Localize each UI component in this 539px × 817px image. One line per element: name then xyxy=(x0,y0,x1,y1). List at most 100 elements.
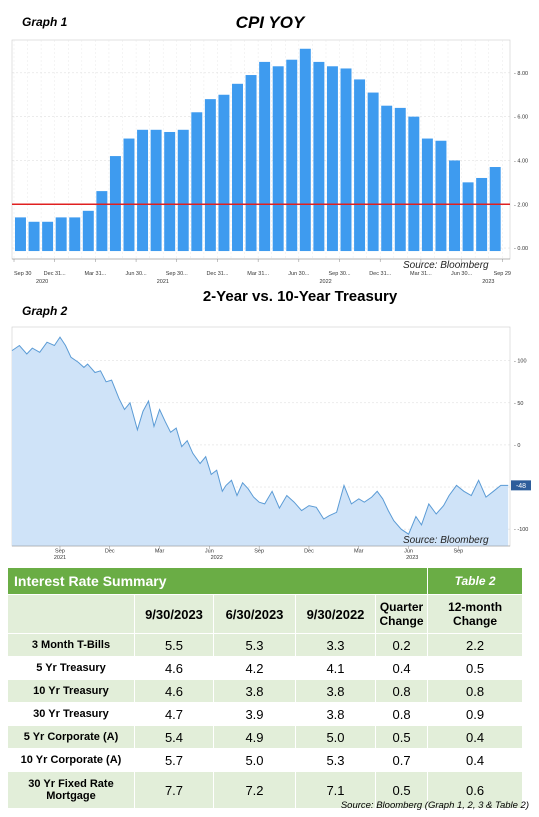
table-cell: 0.2 xyxy=(374,633,429,657)
cpi-x-tick-label: Mar 31... xyxy=(247,271,269,277)
row-label: 3 Month T-Bills xyxy=(7,633,135,657)
graph2-title: 2-Year vs. 10-Year Treasury xyxy=(202,288,398,305)
cpi-x-tick-label: Dec 31... xyxy=(206,271,228,277)
cpi-bar xyxy=(489,167,501,252)
cpi-axes: - 0.00 - 2.00 - 4.00 - 6.00 - 8.00 Sep 30 Dec … xyxy=(12,71,528,285)
cpi-bar xyxy=(299,48,311,252)
table-row: 30 Yr Fixed Rate Mortgage 7.7 7.2 7.1 0.5 0.6 xyxy=(7,771,524,809)
table-cell: 0.9 xyxy=(427,702,524,726)
cpi-y-tick-label: - 6.00 xyxy=(514,115,528,121)
table-cell: 0.4 xyxy=(374,656,429,680)
cpi-bar xyxy=(82,210,94,252)
cpi-year-label: 2023 xyxy=(482,279,494,285)
table-cell: 7.1 xyxy=(295,771,376,809)
table-cell: 5.0 xyxy=(295,725,376,749)
table-cell: 0.8 xyxy=(427,679,524,703)
table-cell: 3.9 xyxy=(213,702,296,726)
table-cell: 0.8 xyxy=(374,679,429,703)
cpi-x-tick-label: Sep 30 xyxy=(14,271,31,277)
cpi-bar xyxy=(354,79,366,252)
cpi-x-tick-label: Sep 29 xyxy=(494,271,511,277)
graph2-source: Source: Bloomberg xyxy=(403,535,489,546)
interest-rate-table: Interest Rate Summary Table 2 9/30/2023 … xyxy=(6,567,524,809)
cpi-bar xyxy=(137,129,149,252)
cpi-x-tick-label: Jun 30... xyxy=(288,271,310,277)
cpi-y-tick-label: - 0.00 xyxy=(514,246,528,252)
cpi-bar xyxy=(421,138,433,252)
spread-x-tick-label: Sep xyxy=(254,549,264,555)
spread-y-tick-label: - -100 xyxy=(514,527,528,533)
cpi-x-tick-label: Jun 30... xyxy=(451,271,473,277)
cpi-year-label: 2021 xyxy=(157,279,169,285)
table-cell: 7.2 xyxy=(213,771,296,809)
table-cell: 5.4 xyxy=(134,725,214,749)
cpi-bar xyxy=(435,140,447,252)
cpi-bar xyxy=(272,66,284,252)
cpi-bar xyxy=(150,129,162,252)
cpi-bar xyxy=(55,217,67,252)
table-cell: 4.1 xyxy=(295,656,376,680)
cpi-bar xyxy=(259,61,271,252)
treasury-spread-chart: - 100- 50- 0- -50- -100SepDecMarJunSepDe… xyxy=(11,326,531,561)
row-label: 5 Yr Treasury xyxy=(7,656,135,680)
column-header-blank xyxy=(7,594,135,634)
cpi-x-tick-label: Sep 30... xyxy=(329,271,351,277)
cpi-bar xyxy=(449,160,460,252)
cpi-x-tick-label: Dec 31... xyxy=(44,271,66,277)
spread-year-label: 2022 xyxy=(211,555,223,561)
cpi-x-tick-label: Sep 30... xyxy=(166,271,188,277)
cpi-x-tick-label: Jun 30... xyxy=(126,271,148,277)
cpi-bar xyxy=(123,138,135,252)
cpi-bar xyxy=(191,112,203,252)
cpi-year-label: 2022 xyxy=(319,279,331,285)
table-row: 5 Yr Treasury 4.6 4.2 4.1 0.4 0.5 xyxy=(7,656,524,680)
table-cell: 0.5 xyxy=(427,656,524,680)
cpi-bar xyxy=(462,182,474,252)
table-cell: 0.5 xyxy=(374,771,429,809)
spread-x-tick-label: Dec xyxy=(304,549,314,555)
table-row: 10 Yr Treasury 4.6 3.8 3.8 0.8 0.8 xyxy=(7,679,524,703)
table-row: 3 Month T-Bills 5.5 5.3 3.3 0.2 2.2 xyxy=(7,633,524,657)
table-row: 5 Yr Corporate (A) 5.4 4.9 5.0 0.5 0.4 xyxy=(7,725,524,749)
cpi-bar xyxy=(408,116,420,252)
spread-area xyxy=(12,337,509,546)
row-label: 10 Yr Corporate (A) xyxy=(7,748,135,772)
table-cell: 5.0 xyxy=(213,748,296,772)
table-cell: 3.8 xyxy=(295,702,376,726)
table-row: 10 Yr Corporate (A) 5.7 5.0 5.3 0.7 0.4 xyxy=(7,748,524,772)
table-header-bar: Interest Rate Summary Table 2 xyxy=(6,567,524,595)
cpi-bar xyxy=(164,131,176,252)
cpi-yoy-chart: - 0.00 - 2.00 - 4.00 - 6.00 - 8.00 Sep 30 Dec … xyxy=(11,39,528,285)
cpi-y-tick-label: - 8.00 xyxy=(514,71,528,77)
cpi-bar xyxy=(313,61,325,252)
cpi-y-tick-label: - 2.00 xyxy=(514,202,528,208)
table-cell: 0.4 xyxy=(427,725,524,749)
table-cell: 2.2 xyxy=(427,633,524,657)
cpi-year-label: 2020 xyxy=(36,279,48,285)
table-cell: 5.5 xyxy=(134,633,214,657)
cpi-bar xyxy=(381,105,393,252)
table-cell: 3.8 xyxy=(295,679,376,703)
table-cell: 3.3 xyxy=(295,633,376,657)
spread-x-tick-label: Sep xyxy=(55,549,65,555)
column-header: 9/30/2022 xyxy=(295,594,376,634)
column-header: 12-month Change xyxy=(427,594,524,634)
table-cell: 4.9 xyxy=(213,725,296,749)
spread-y-tick-label: - 100 xyxy=(514,359,527,365)
table-cell: 0.6 xyxy=(427,771,524,809)
cpi-bar xyxy=(232,83,243,252)
spread-x-tick-label: Jun xyxy=(205,549,214,555)
cpi-bar xyxy=(476,177,488,252)
table-tag: Table 2 xyxy=(427,567,524,595)
spread-x-tick-label: Sep xyxy=(453,549,463,555)
table-body: 3 Month T-Bills 5.5 5.3 3.3 0.2 2.2 5 Yr Treas… xyxy=(7,633,524,809)
row-label: 5 Yr Corporate (A) xyxy=(7,725,135,749)
spread-x-tick-label: Mar xyxy=(354,549,364,555)
table-cell: 4.6 xyxy=(134,656,214,680)
row-label: 30 Yr Fixed Rate Mortgage xyxy=(7,771,135,809)
row-label: 30 Yr Treasury xyxy=(7,702,135,726)
table-source: Source: Bloomberg (Graph 1, 2, 3 & Table… xyxy=(340,800,529,811)
table-cell: 0.4 xyxy=(427,748,524,772)
table-title: Interest Rate Summary xyxy=(6,567,429,595)
cpi-x-tick-label: Dec 31... xyxy=(369,271,391,277)
